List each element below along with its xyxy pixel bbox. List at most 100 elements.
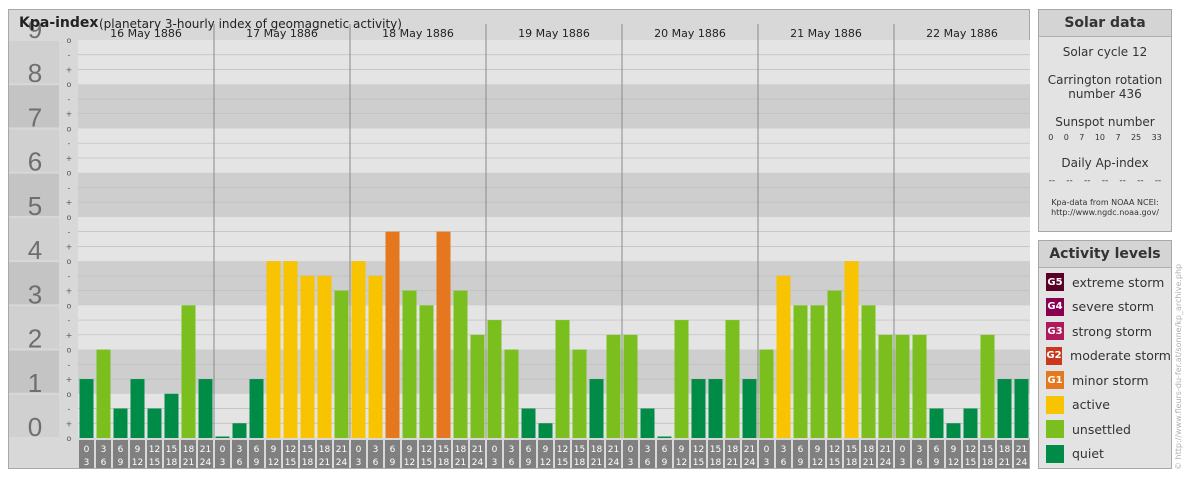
hour-tick-start: 21	[1016, 445, 1027, 455]
hour-tick-box	[844, 440, 859, 468]
hour-tick-end: 6	[237, 458, 243, 468]
legend-swatch	[1046, 395, 1064, 414]
sub-tick-label: -	[68, 272, 71, 281]
hour-tick-box	[912, 440, 927, 468]
hour-tick-end: 24	[744, 458, 756, 468]
hour-tick-box	[980, 440, 995, 468]
hour-tick-box	[232, 440, 247, 468]
kpa-bar	[810, 305, 825, 438]
sub-tick-label: +	[66, 154, 73, 163]
hour-tick-box	[725, 440, 740, 468]
kpa-bar	[164, 393, 179, 438]
hour-tick-box	[470, 440, 485, 468]
ap-value: --	[1084, 176, 1091, 186]
hour-tick-start: 3	[781, 445, 787, 455]
legend-label: strong storm	[1072, 323, 1152, 339]
hour-tick-box	[674, 440, 689, 468]
hour-tick-end: 18	[710, 458, 722, 468]
sub-tick-label: +	[66, 198, 73, 207]
sub-tick-label: o	[67, 213, 72, 222]
sunspot-value: 0	[1063, 133, 1069, 142]
ap-index-title: Daily Ap-index	[1061, 156, 1149, 170]
hour-tick-end: 18	[438, 458, 450, 468]
hour-tick-box	[164, 440, 179, 468]
hour-tick-box	[997, 440, 1012, 468]
ap-value: --	[1119, 176, 1126, 186]
hour-tick-box	[810, 440, 825, 468]
hour-tick-box	[708, 440, 723, 468]
hour-tick-box	[368, 440, 383, 468]
hour-tick-start: 21	[880, 445, 891, 455]
sub-tick-label: +	[66, 375, 73, 384]
kpa-bar	[79, 379, 94, 438]
legend-item: quiet	[1039, 442, 1171, 467]
sub-tick-label: -	[68, 139, 71, 148]
sunspot-value: 7	[1079, 133, 1085, 142]
hour-tick-start: 9	[951, 445, 957, 455]
sub-tick-label: +	[66, 65, 73, 74]
hour-tick-box	[572, 440, 587, 468]
kpa-bar	[385, 231, 400, 438]
kpa-bar	[878, 334, 893, 438]
hour-tick-start: 3	[509, 445, 515, 455]
hour-tick-end: 21	[455, 458, 466, 468]
hour-tick-start: 0	[628, 445, 634, 455]
hour-tick-end: 12	[540, 458, 551, 468]
hour-tick-box	[436, 440, 451, 468]
legend-label: moderate storm	[1070, 348, 1171, 364]
hour-tick-start: 9	[543, 445, 549, 455]
hour-tick-end: 21	[863, 458, 874, 468]
hour-tick-start: 12	[557, 445, 568, 455]
hour-tick-start: 6	[662, 445, 668, 455]
hour-tick-end: 21	[999, 458, 1010, 468]
level-band	[78, 84, 1030, 129]
hour-tick-end: 24	[880, 458, 892, 468]
legend-label: severe storm	[1072, 299, 1154, 315]
hour-tick-start: 12	[693, 445, 704, 455]
carrington-rotation-line2: number 436	[1068, 87, 1142, 101]
hour-tick-start: 15	[846, 445, 857, 455]
y-tick-label: 2	[28, 324, 42, 354]
kpa-bar	[589, 379, 604, 438]
sub-tick-label: -	[68, 228, 71, 237]
hour-tick-start: 3	[917, 445, 923, 455]
kpa-bar	[674, 320, 689, 438]
hour-tick-box	[504, 440, 519, 468]
hour-tick-end: 18	[982, 458, 994, 468]
hour-tick-end: 21	[727, 458, 738, 468]
kpa-bar	[215, 436, 230, 438]
copyright-note: © http://www.fleurs-du-fer.at/sonne/kp_a…	[1174, 263, 1183, 470]
y-tick-label: 6	[28, 147, 42, 177]
hour-tick-box	[657, 440, 672, 468]
kpa-bar	[555, 320, 570, 438]
hour-tick-start: 18	[999, 445, 1011, 455]
hour-tick-start: 12	[421, 445, 432, 455]
hour-tick-end: 3	[220, 458, 226, 468]
hour-tick-end: 24	[200, 458, 212, 468]
legend-swatch: G2	[1046, 346, 1063, 365]
legend-item: G4 severe storm	[1039, 295, 1171, 320]
kpa-bar	[419, 305, 434, 438]
legend-swatch: G3	[1046, 322, 1064, 341]
kpa-bar	[759, 349, 774, 438]
hour-tick-start: 6	[118, 445, 124, 455]
hour-tick-end: 9	[662, 458, 668, 468]
hour-tick-end: 24	[336, 458, 348, 468]
hour-tick-start: 6	[798, 445, 804, 455]
kpa-bar	[402, 290, 417, 438]
kpa-bar	[147, 408, 162, 438]
sub-tick-label: o	[67, 36, 72, 45]
hour-tick-end: 6	[509, 458, 515, 468]
hour-tick-end: 21	[319, 458, 330, 468]
kpa-bar	[827, 290, 842, 438]
hour-tick-start: 9	[271, 445, 277, 455]
hour-tick-end: 18	[302, 458, 314, 468]
hour-tick-box	[113, 440, 128, 468]
hour-tick-start: 18	[319, 445, 331, 455]
hour-tick-box	[96, 440, 111, 468]
kpa-bar	[198, 379, 213, 438]
hour-tick-end: 12	[132, 458, 143, 468]
hour-tick-box	[759, 440, 774, 468]
hour-tick-start: 12	[965, 445, 976, 455]
y-label-band	[9, 394, 59, 437]
